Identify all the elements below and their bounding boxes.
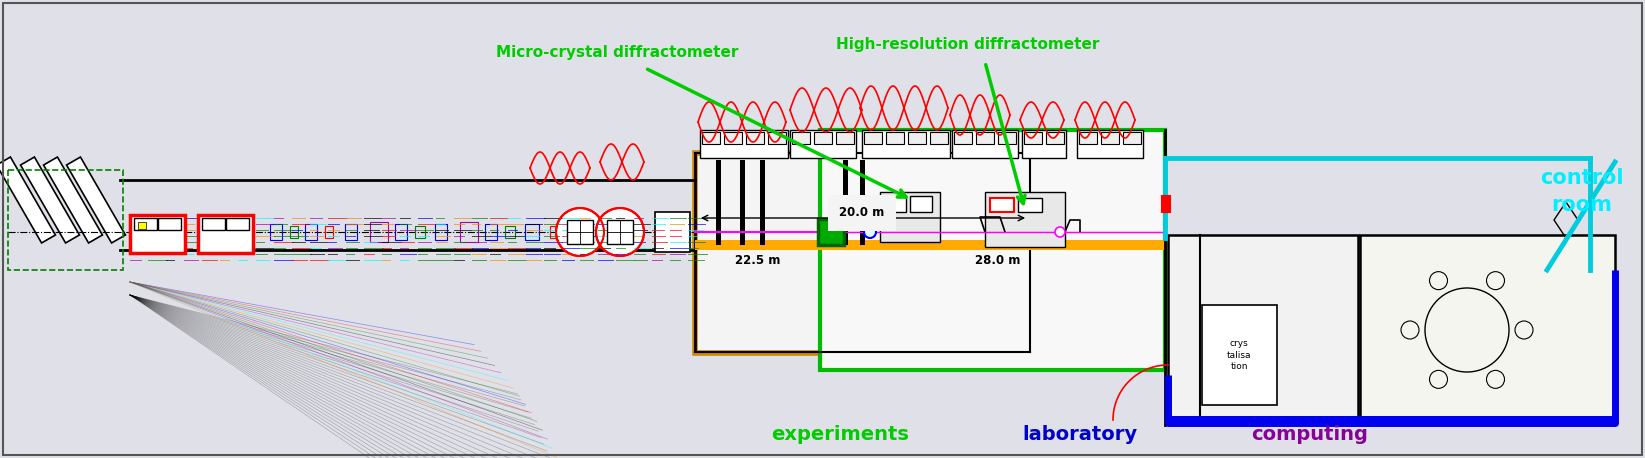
Bar <box>1018 198 1041 212</box>
Bar <box>701 130 788 158</box>
Text: room: room <box>1551 195 1612 215</box>
Bar <box>607 220 633 244</box>
Bar <box>655 212 689 252</box>
Circle shape <box>556 208 604 256</box>
Text: computing: computing <box>1252 425 1369 445</box>
Bar <box>1168 416 1615 426</box>
Bar <box>814 132 832 144</box>
Bar <box>434 224 447 240</box>
Bar <box>66 157 125 243</box>
Bar <box>883 196 906 212</box>
Bar <box>43 157 102 243</box>
Bar <box>836 132 854 144</box>
Bar <box>975 132 994 144</box>
Text: 28.0 m: 28.0 m <box>975 253 1020 267</box>
Bar <box>461 222 479 242</box>
Bar <box>304 224 317 240</box>
Bar <box>910 196 933 212</box>
Bar <box>549 226 558 238</box>
Bar <box>929 132 948 144</box>
Bar <box>954 132 972 144</box>
Bar <box>326 226 332 238</box>
Bar <box>990 198 1013 212</box>
Bar <box>1202 305 1277 405</box>
Bar <box>1077 130 1143 158</box>
Bar <box>740 160 745 245</box>
Bar <box>760 160 765 245</box>
Bar <box>505 226 515 238</box>
Bar <box>1360 235 1615 420</box>
Bar <box>791 132 809 144</box>
Circle shape <box>1054 227 1064 237</box>
Bar <box>694 240 1030 250</box>
Bar <box>862 130 951 158</box>
Bar <box>485 224 497 240</box>
Circle shape <box>595 208 643 256</box>
Bar <box>1022 130 1066 158</box>
Text: 20.0 m: 20.0 m <box>839 207 885 219</box>
Bar <box>819 240 1165 250</box>
Bar <box>568 220 592 244</box>
Bar <box>1101 132 1119 144</box>
Bar <box>694 153 1030 353</box>
Text: High-resolution diffractometer: High-resolution diffractometer <box>836 38 1101 53</box>
Bar <box>952 130 1018 158</box>
Bar <box>1161 196 1170 212</box>
Circle shape <box>864 226 877 238</box>
Bar <box>158 218 181 230</box>
Bar <box>1079 132 1097 144</box>
Bar <box>130 215 184 253</box>
Text: experiments: experiments <box>772 425 910 445</box>
Text: Micro-crystal diffractometer: Micro-crystal diffractometer <box>495 45 739 60</box>
Bar <box>819 130 1165 370</box>
Bar <box>525 224 540 240</box>
Text: control: control <box>1540 168 1624 188</box>
Bar <box>1023 132 1041 144</box>
Bar <box>8 170 123 270</box>
Bar <box>395 224 406 240</box>
Bar <box>790 130 855 158</box>
Bar <box>880 192 939 242</box>
Bar <box>197 215 253 253</box>
Bar <box>0 157 56 243</box>
Bar <box>21 157 79 243</box>
Bar <box>1046 132 1064 144</box>
Bar <box>768 132 786 144</box>
Text: crys
talisa
tion: crys talisa tion <box>1227 339 1252 371</box>
Bar <box>985 192 1064 247</box>
Bar <box>133 218 156 230</box>
Bar <box>864 132 882 144</box>
Bar <box>225 218 248 230</box>
Bar <box>716 160 721 245</box>
Bar <box>999 132 1017 144</box>
Bar <box>818 219 844 245</box>
Bar <box>202 218 225 230</box>
Bar <box>908 132 926 144</box>
Bar <box>415 226 424 238</box>
Bar <box>724 132 742 144</box>
Bar <box>860 160 865 245</box>
Text: laboratory: laboratory <box>1023 425 1138 445</box>
Bar <box>745 132 763 144</box>
Bar <box>370 222 388 242</box>
Bar <box>290 226 298 238</box>
Bar <box>887 132 905 144</box>
Bar <box>1124 132 1142 144</box>
Bar <box>270 224 281 240</box>
Bar <box>345 224 357 240</box>
Bar <box>138 222 146 229</box>
Bar <box>842 160 849 245</box>
Bar <box>1168 235 1359 420</box>
Bar <box>702 132 721 144</box>
Text: 22.5 m: 22.5 m <box>735 253 781 267</box>
